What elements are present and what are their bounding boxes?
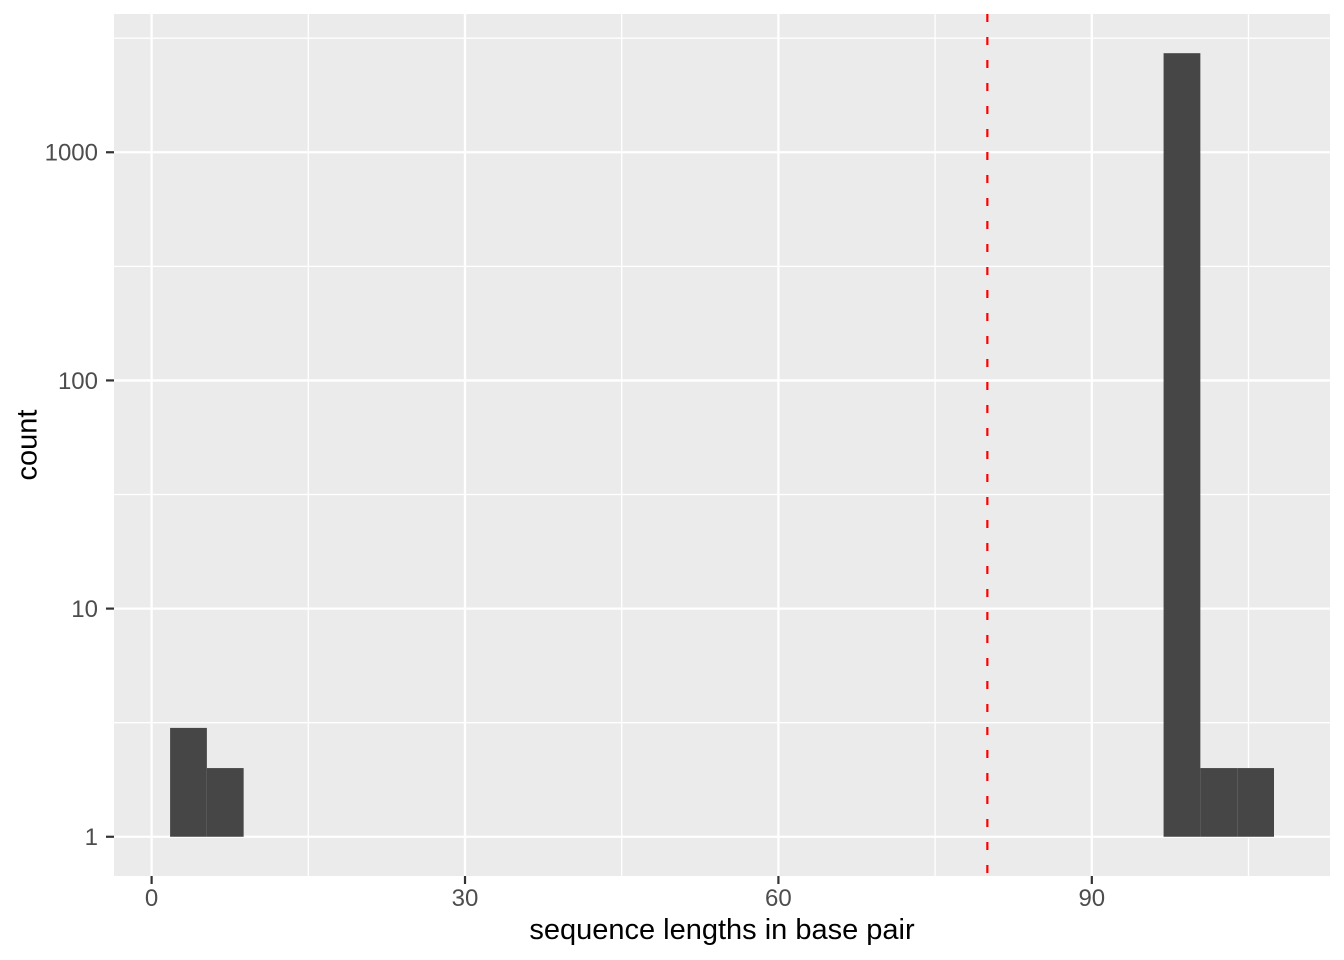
x-tick-label: 0 [145, 885, 158, 912]
histogram-bar [206, 768, 244, 837]
x-axis-title: sequence lengths in base pair [529, 914, 915, 946]
x-tick-label: 30 [452, 885, 479, 912]
y-tick-label: 1 [85, 824, 98, 851]
plot-panel [114, 14, 1330, 876]
y-tick-label: 10 [71, 596, 98, 623]
histogram-bar [1200, 768, 1238, 837]
histogram-bar [170, 727, 207, 837]
histogram-bar [1163, 53, 1201, 837]
x-tick-label: 90 [1078, 885, 1105, 912]
x-tick-label: 60 [765, 885, 792, 912]
y-axis-title: count [11, 409, 44, 481]
histogram-bar [1237, 768, 1275, 837]
y-tick-label: 100 [58, 368, 98, 395]
y-tick-label: 1000 [45, 140, 98, 167]
